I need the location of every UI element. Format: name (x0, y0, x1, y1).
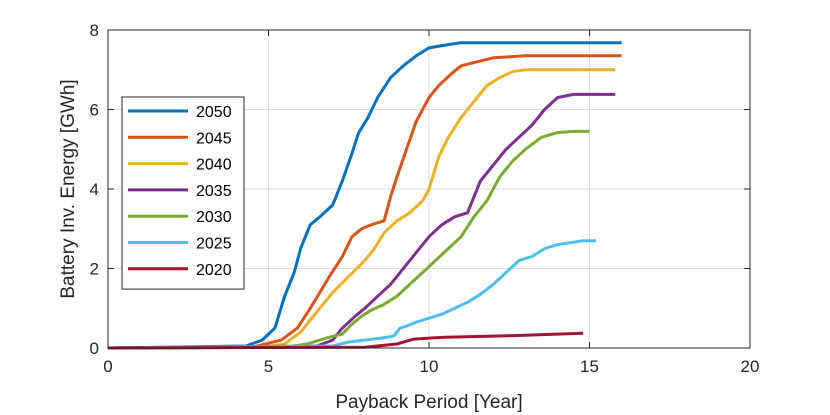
legend-box (121, 96, 245, 290)
legend-label-2045: 2045 (196, 130, 232, 147)
y-axis-label: Battery Inv. Energy [GWh] (58, 79, 79, 298)
series-line-2030 (107, 129, 590, 350)
x-axis-ticks: 0 5 10 15 20 (103, 30, 759, 376)
x-tick-label: 0 (103, 357, 112, 376)
y-tick-label: 4 (90, 180, 99, 199)
x-tick-label: 5 (264, 357, 273, 376)
y-tick-label: 8 (90, 21, 99, 40)
series-line-2035 (107, 92, 616, 350)
x-tick-label: 10 (420, 357, 439, 376)
legend-label-2040: 2040 (196, 157, 232, 174)
legend-label-2025: 2025 (196, 236, 232, 253)
axes-frame (107, 29, 751, 349)
legend-label-2035: 2035 (196, 183, 232, 200)
x-tick-label: 15 (580, 357, 599, 376)
legend-label-2050: 2050 (196, 104, 232, 121)
y-tick-label: 0 (90, 339, 99, 358)
series-line-2025 (107, 239, 596, 350)
legend-label-2020: 2020 (196, 262, 232, 279)
y-tick-label: 2 (90, 260, 99, 279)
x-axis-label: Payback Period [Year] (335, 392, 522, 413)
series-line-2050 (107, 41, 622, 350)
legend: 2050 2045 2040 2035 2030 2025 2020 (121, 96, 245, 290)
series-lines (107, 41, 622, 350)
series-line-2040 (107, 68, 616, 350)
series-line-2045 (107, 54, 622, 350)
legend-label-2030: 2030 (196, 209, 232, 226)
y-tick-label: 6 (90, 101, 99, 120)
x-tick-label: 20 (741, 357, 760, 376)
series-line-2020 (107, 331, 584, 350)
